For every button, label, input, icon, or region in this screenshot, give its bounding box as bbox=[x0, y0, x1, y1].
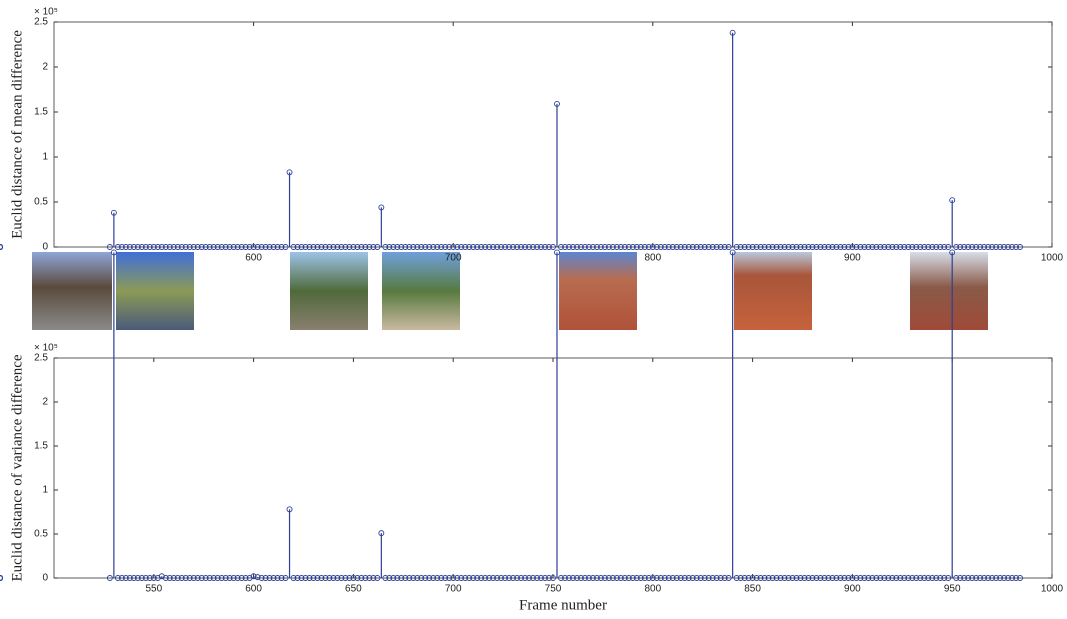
multiplier: × 10⁵ bbox=[34, 7, 58, 18]
x-tick-label: 900 bbox=[844, 253, 861, 264]
x-tick-label: 850 bbox=[744, 584, 761, 595]
x-tick-label: 650 bbox=[345, 584, 362, 595]
x-tick-label: 800 bbox=[644, 253, 661, 264]
x-tick-label: 750 bbox=[545, 584, 562, 595]
y-tick-label: 1.5 bbox=[34, 441, 48, 452]
x-tick-label: 700 bbox=[445, 584, 462, 595]
stem-marker bbox=[0, 245, 3, 250]
figure: 0 0.5 1 1.5 2 2.5 600 700 800 900 1000 Euclid dista… bbox=[0, 0, 1067, 619]
x-axis-label: Frame number bbox=[519, 597, 607, 613]
x-tick-label: 600 bbox=[245, 253, 262, 264]
y-tick-label: 2 bbox=[42, 397, 48, 408]
x-tick-label: 900 bbox=[844, 584, 861, 595]
thumbnails bbox=[32, 252, 988, 330]
y-tick-label: 0.5 bbox=[34, 529, 48, 540]
thumbnail bbox=[559, 252, 637, 330]
x-tick-label: 1000 bbox=[1041, 253, 1064, 264]
y-tick-label: 1 bbox=[42, 152, 48, 163]
y-tick-label: 0 bbox=[42, 573, 48, 584]
y-tick-label: 0.5 bbox=[34, 197, 48, 208]
y-tick-label: 0 bbox=[42, 242, 48, 253]
y-axis-label: Euclid distance of variance difference bbox=[9, 354, 25, 581]
x-tick-label: 700 bbox=[445, 253, 462, 264]
stem-marker bbox=[0, 576, 3, 581]
x-tick-label: 800 bbox=[644, 584, 661, 595]
y-tick-label: 2.5 bbox=[34, 353, 48, 364]
y-axis-label: Euclid distance of mean difference bbox=[9, 30, 25, 239]
y-tick-label: 2 bbox=[42, 62, 48, 73]
x-tick-label: 950 bbox=[944, 584, 961, 595]
x-tick-label: 1000 bbox=[1041, 584, 1064, 595]
x-tick-label: 550 bbox=[145, 584, 162, 595]
thumbnail bbox=[32, 252, 112, 330]
plot-frame bbox=[54, 358, 1052, 578]
thumbnail bbox=[734, 252, 812, 330]
page: {"chart_data": [ {"type": "stem", "y_lab… bbox=[0, 0, 1067, 619]
thumbnail bbox=[290, 252, 368, 330]
y-tick-label: 1 bbox=[42, 485, 48, 496]
y-tick-label: 1.5 bbox=[34, 107, 48, 118]
thumbnail bbox=[910, 252, 988, 330]
x-tick-label: 600 bbox=[245, 584, 262, 595]
y-tick-label: 2.5 bbox=[34, 17, 48, 28]
multiplier: × 10⁵ bbox=[34, 343, 58, 354]
thumbnail bbox=[116, 252, 194, 330]
plot-frame bbox=[54, 22, 1052, 247]
thumbnail bbox=[382, 252, 460, 330]
